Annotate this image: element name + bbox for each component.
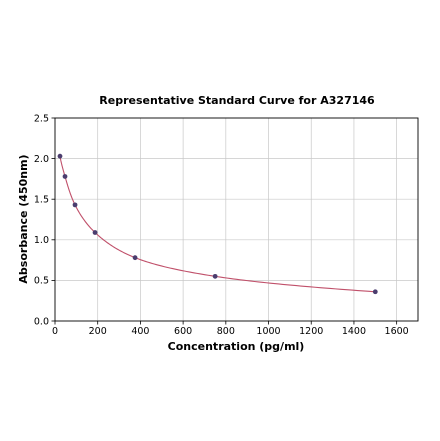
x-tick-label: 800: [217, 326, 235, 337]
grid: [55, 118, 418, 321]
fit-curve-line: [59, 156, 376, 293]
data-point: [132, 255, 138, 261]
data-point: [92, 230, 98, 235]
y-tick-label: 0.0: [34, 316, 49, 327]
y-tick-label: 1.0: [34, 235, 49, 246]
y-tick-label: 0.5: [34, 276, 49, 287]
y-axis-label: Absorbance (450nm): [17, 154, 30, 283]
plot-area-frame: [54, 117, 419, 322]
chart-title: Representative Standard Curve for A32714…: [99, 94, 375, 107]
y-tick-label: 2.5: [34, 113, 49, 124]
x-axis-ticks: 0 200 400 600 800 1000 1200 1400 1600: [52, 321, 409, 337]
x-tick-label: 1600: [385, 326, 409, 337]
data-point: [72, 202, 78, 208]
x-tick-label: 600: [174, 326, 192, 337]
data-point: [57, 153, 63, 159]
y-axis-ticks: 0.0 0.5 1.0 1.5 2.0 2.5: [34, 113, 55, 327]
data-points: [57, 153, 378, 295]
y-tick-label: 2.0: [34, 154, 49, 165]
x-tick-label: 0: [52, 326, 58, 337]
data-point: [62, 174, 68, 179]
x-tick-label: 400: [131, 326, 149, 337]
x-tick-label: 1400: [342, 326, 366, 337]
x-tick-label: 1200: [299, 326, 323, 337]
data-point: [212, 273, 218, 279]
data-point: [372, 289, 378, 295]
y-tick-label: 1.5: [34, 195, 49, 206]
x-tick-label: 1000: [256, 326, 280, 337]
x-tick-label: 200: [89, 326, 107, 337]
x-axis-label: Concentration (pg/ml): [168, 340, 305, 353]
